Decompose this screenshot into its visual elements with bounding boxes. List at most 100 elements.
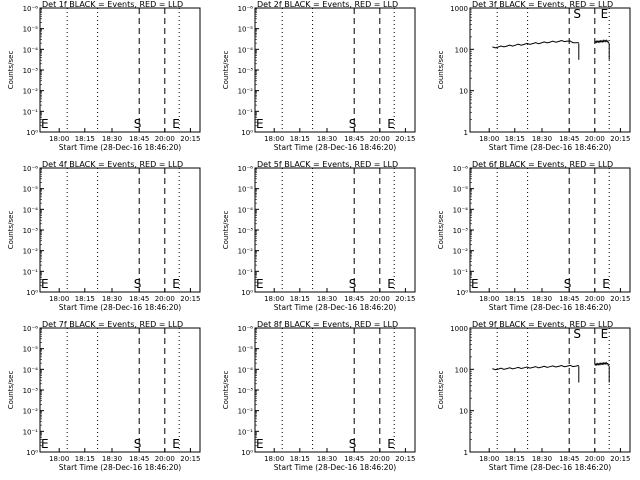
detector-panel-5: Det 5f BLACK = Events, RED = LLD 10⁰ 10⁻¹ 1…	[222, 160, 416, 312]
y-axis-label: Counts/sec	[222, 51, 230, 90]
event-marker-s: S	[349, 117, 357, 131]
y-tick-label: 10⁻⁵	[238, 346, 254, 354]
y-axis-label: Counts/sec	[7, 371, 15, 410]
x-axis-label: Start Time (28-Dec-16 18:46:20)	[59, 303, 181, 312]
series-segment-2	[594, 39, 610, 44]
x-tick-label: 18:45	[559, 295, 579, 303]
x-tick-label: 20:15	[180, 135, 200, 143]
y-tick-label: 10⁻⁶	[238, 325, 254, 333]
x-tick-label: 18:15	[290, 135, 310, 143]
y-tick-label: 10⁻²	[23, 248, 39, 256]
panel-title: Det 8f BLACK = Events, RED = LLD	[257, 320, 398, 329]
event-marker-e: E	[256, 437, 264, 451]
event-marker-e: E	[41, 117, 49, 131]
panel-title: Det 7f BLACK = Events, RED = LLD	[42, 320, 183, 329]
series-segment-1	[492, 39, 579, 49]
y-tick-label: 10⁻¹	[238, 428, 254, 436]
y-tick-label: 10⁻⁵	[238, 26, 254, 34]
y-tick-label: 10⁻⁴	[238, 366, 254, 374]
x-tick-label: 18:15	[75, 135, 95, 143]
y-axis-label: Counts/sec	[437, 211, 445, 250]
plot-frame	[254, 167, 416, 293]
x-tick-label: 18:15	[505, 455, 525, 463]
y-tick-label: 1	[464, 129, 468, 137]
event-marker-e: E	[41, 437, 49, 451]
x-tick-label: 20:15	[395, 455, 415, 463]
x-tick-label: 18:00	[479, 135, 499, 143]
y-tick-label: 10⁻³	[238, 227, 254, 235]
y-tick-label: 10⁻⁵	[23, 186, 39, 194]
x-tick-label: 18:45	[129, 135, 149, 143]
panel-title: Det 9f BLACK = Events, RED = LLD	[472, 320, 613, 329]
event-marker-s: S	[349, 437, 357, 451]
detector-panel-2: Det 2f BLACK = Events, RED = LLD 10⁰ 10⁻¹ 1…	[222, 0, 416, 152]
y-tick-label: 10⁻²	[238, 408, 254, 416]
event-marker-e: E	[601, 327, 609, 341]
event-marker-s: S	[134, 437, 142, 451]
y-tick-label: 10⁻³	[23, 67, 39, 75]
event-marker-e: E	[172, 277, 180, 291]
y-tick-label: 10⁰	[26, 289, 38, 297]
x-tick-label: 20:15	[610, 135, 630, 143]
x-tick-label: 18:30	[532, 455, 552, 463]
plot-frame	[469, 327, 631, 453]
x-tick-label: 20:00	[585, 135, 605, 143]
x-axis-label: Start Time (28-Dec-16 18:46:20)	[274, 303, 396, 312]
x-axis-label: Start Time (28-Dec-16 18:46:20)	[489, 303, 611, 312]
x-tick-label: 20:00	[155, 455, 175, 463]
y-tick-label: 10⁻⁵	[238, 186, 254, 194]
event-marker-e: E	[256, 277, 264, 291]
y-tick-label: 10⁻⁴	[23, 206, 39, 214]
y-axis-label: Counts/sec	[222, 211, 230, 250]
x-axis-label: Start Time (28-Dec-16 18:46:20)	[489, 143, 611, 152]
x-tick-label: 18:45	[129, 455, 149, 463]
y-tick-label: 10⁻²	[238, 88, 254, 96]
x-tick-label: 18:00	[264, 135, 284, 143]
x-tick-label: 18:00	[264, 455, 284, 463]
event-marker-s: S	[134, 117, 142, 131]
y-tick-label: 10⁻⁶	[238, 165, 254, 173]
plot-frame	[469, 167, 631, 293]
series-segment-1	[492, 364, 579, 371]
y-tick-label: 10⁻³	[238, 67, 254, 75]
x-tick-label: 18:30	[102, 455, 122, 463]
y-tick-label: 10⁻¹	[453, 268, 469, 276]
plot-frame	[39, 7, 201, 133]
detector-panel-6: Det 6f BLACK = Events, RED = LLD 10⁰ 10⁻¹ 1…	[437, 160, 631, 312]
x-tick-label: 20:00	[370, 455, 390, 463]
y-tick-label: 1	[464, 449, 468, 457]
y-tick-label: 10⁻¹	[238, 108, 254, 116]
detector-panel-4: Det 4f BLACK = Events, RED = LLD 10⁰ 10⁻¹ 1…	[7, 160, 201, 312]
y-tick-label: 10⁻⁵	[23, 26, 39, 34]
x-tick-label: 20:00	[370, 295, 390, 303]
event-marker-s: S	[564, 277, 572, 291]
x-tick-label: 18:45	[344, 295, 364, 303]
x-tick-label: 18:15	[75, 295, 95, 303]
y-tick-label: 10⁻³	[238, 387, 254, 395]
y-tick-label: 10⁻²	[23, 408, 39, 416]
y-tick-label: 10⁻³	[23, 387, 39, 395]
y-tick-label: 10⁻¹	[23, 268, 39, 276]
plot-frame	[469, 7, 631, 133]
detector-panel-7: Det 7f BLACK = Events, RED = LLD 10⁰ 10⁻¹ 1…	[7, 320, 201, 472]
panel-title: Det 4f BLACK = Events, RED = LLD	[42, 160, 183, 169]
detector-panel-3: Det 3f BLACK = Events, RED = LLD 1 10 100 10…	[437, 0, 631, 152]
panel-title: Det 6f BLACK = Events, RED = LLD	[472, 160, 613, 169]
x-tick-label: 20:15	[395, 135, 415, 143]
x-tick-label: 18:30	[102, 135, 122, 143]
panel-title: Det 5f BLACK = Events, RED = LLD	[257, 160, 398, 169]
x-tick-label: 20:15	[610, 295, 630, 303]
event-marker-s: S	[573, 7, 581, 21]
x-tick-label: 18:30	[317, 455, 337, 463]
event-marker-e: E	[172, 117, 180, 131]
x-tick-label: 18:30	[102, 295, 122, 303]
y-tick-label: 10⁻³	[23, 227, 39, 235]
y-tick-label: 10⁻⁵	[23, 346, 39, 354]
x-axis-label: Start Time (28-Dec-16 18:46:20)	[489, 463, 611, 472]
y-tick-label: 100	[455, 46, 468, 54]
event-marker-e: E	[471, 277, 479, 291]
x-tick-label: 18:00	[49, 295, 69, 303]
x-tick-label: 18:15	[290, 455, 310, 463]
y-tick-label: 10⁻⁶	[23, 165, 39, 173]
